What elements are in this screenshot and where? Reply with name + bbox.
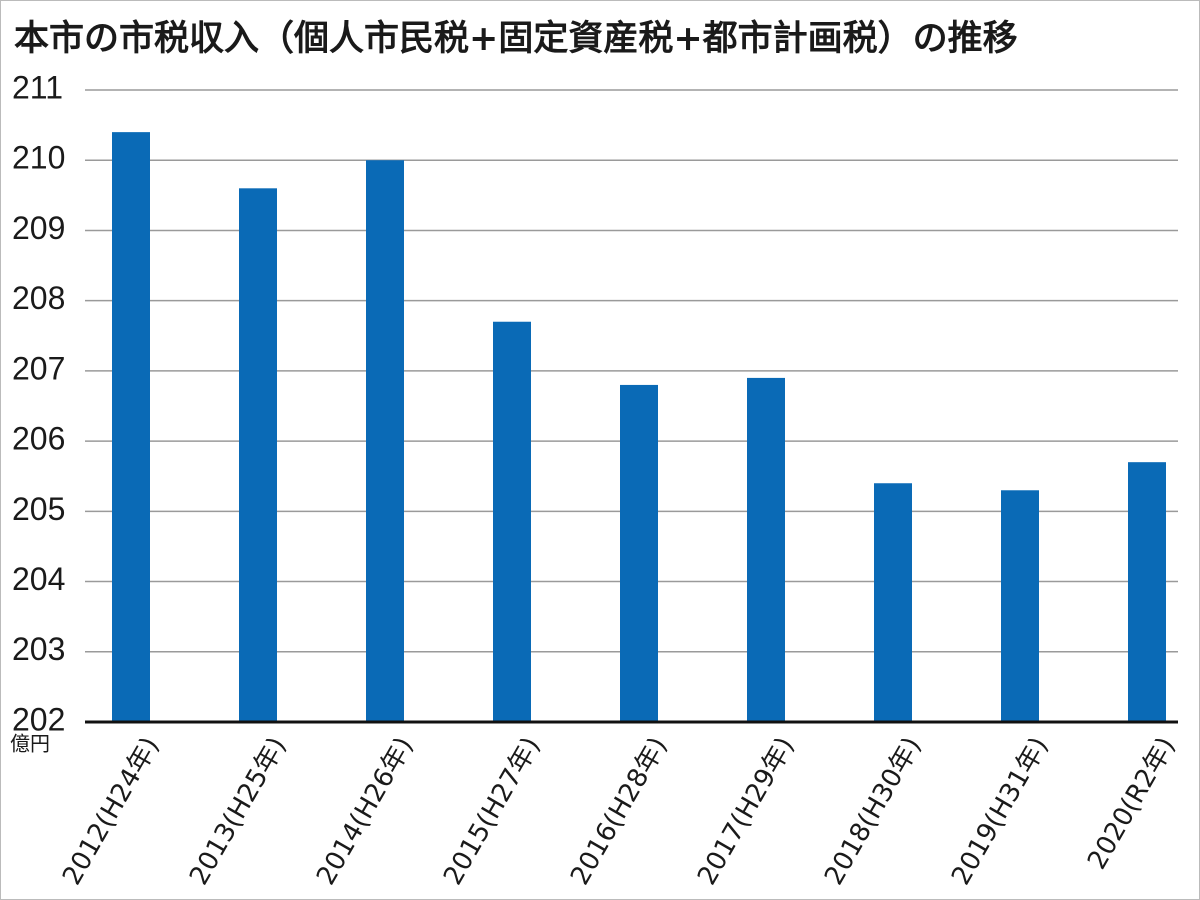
x-tick-label: 2019(H31年)	[946, 732, 1055, 890]
bar	[1128, 462, 1166, 722]
x-tick-label: 2012(H24年)	[57, 732, 166, 890]
x-tick-label: 2014(H26年)	[311, 732, 420, 890]
bar	[366, 160, 404, 722]
y-tick-label: 210	[12, 140, 65, 176]
bar	[874, 483, 912, 722]
y-tick-label: 208	[12, 280, 65, 316]
y-tick-label: 202	[12, 701, 65, 737]
bar	[620, 384, 658, 722]
bar	[239, 188, 277, 723]
bar	[1001, 490, 1039, 722]
y-tick-label: 207	[12, 350, 65, 386]
y-tick-label: 203	[12, 631, 65, 667]
y-tick-label: 209	[12, 210, 65, 246]
y-unit: 億円	[10, 732, 50, 756]
y-tick-label: 211	[12, 69, 63, 105]
bar	[112, 132, 150, 723]
y-tick-label: 206	[12, 421, 65, 457]
x-tick-label: 2018(H30年)	[819, 732, 928, 890]
chart-title: 本市の市税収入（個人市民税+固定資産税+都市計画税）の推移	[14, 19, 1018, 59]
x-tick-label: 2015(H27年)	[438, 732, 547, 890]
y-tick-label: 205	[12, 491, 65, 527]
bar	[747, 377, 785, 722]
x-tick-label: 2020(R2年)	[1082, 732, 1182, 874]
x-tick-label: 2013(H25年)	[184, 732, 293, 890]
x-tick-label: 2016(H28年)	[565, 732, 674, 890]
y-tick-label: 204	[12, 561, 65, 597]
bar	[493, 321, 531, 722]
x-tick-label: 2017(H29年)	[692, 732, 801, 890]
